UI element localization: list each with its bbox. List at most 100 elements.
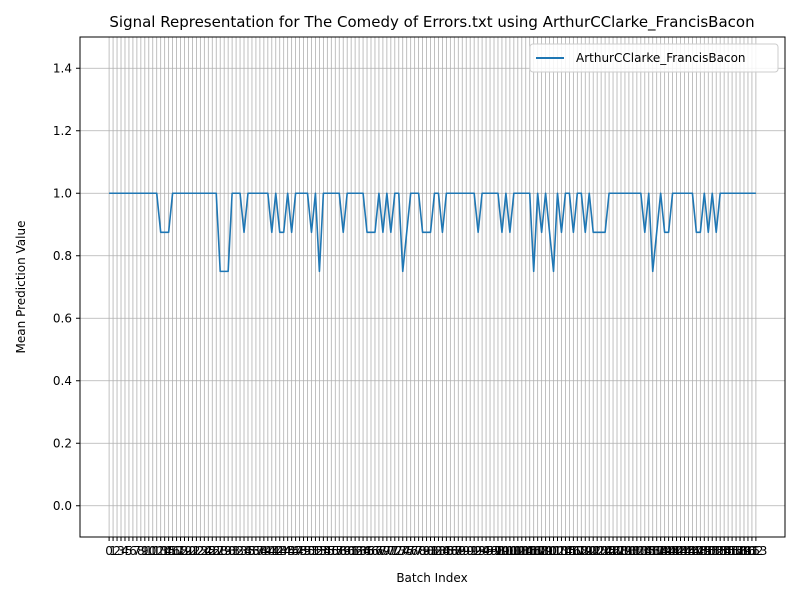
x-tick-label: 40 [260, 544, 275, 558]
x-tick-label: 15 [161, 544, 176, 558]
x-tick-label: 100 [494, 544, 517, 558]
x-tick-label: 14 [157, 544, 172, 558]
x-tick-label: 1 [109, 544, 117, 558]
x-tick-label: 93 [470, 544, 485, 558]
x-tick-label: 21 [185, 544, 200, 558]
y-tick-label: 0.2 [53, 436, 72, 450]
x-tick-label: 129 [610, 544, 633, 558]
x-tick-label: 147 [681, 544, 704, 558]
x-tick-label: 25 [201, 544, 216, 558]
x-tick-label: 4 [121, 544, 129, 558]
x-tick-label: 6 [129, 544, 137, 558]
x-axis-label: Batch Index [396, 571, 467, 585]
x-tick-label: 163 [744, 544, 767, 558]
x-tick-label: 61 [344, 544, 359, 558]
x-tick-label: 54 [316, 544, 331, 558]
x-tick-label: 52 [308, 544, 323, 558]
x-tick-label: 120 [574, 544, 597, 558]
x-tick-label: 88 [451, 544, 466, 558]
x-tick-label: 112 [542, 544, 565, 558]
x-tick-label: 125 [594, 544, 617, 558]
x-tick-label: 126 [598, 544, 621, 558]
chart-title: Signal Representation for The Comedy of … [109, 13, 754, 32]
x-tick-label: 82 [427, 544, 442, 558]
x-tick-label: 151 [697, 544, 720, 558]
x-tick-label: 160 [733, 544, 756, 558]
x-tick-label: 133 [625, 544, 648, 558]
x-tick-label: 161 [737, 544, 760, 558]
x-tick-label: 145 [673, 544, 696, 558]
x-tick-label: 65 [359, 544, 374, 558]
x-tick-label: 73 [391, 544, 406, 558]
x-tick-label: 119 [570, 544, 593, 558]
x-tick-label: 22 [189, 544, 204, 558]
x-tick-label: 153 [705, 544, 728, 558]
legend-box [529, 43, 779, 73]
y-tick-label: 1.0 [53, 186, 72, 200]
x-tick-label: 69 [375, 544, 390, 558]
x-tick-label: 156 [717, 544, 740, 558]
x-tick-label: 111 [538, 544, 561, 558]
x-tick-label: 155 [713, 544, 736, 558]
x-tick-label: 85 [439, 544, 454, 558]
x-tick-label: 41 [264, 544, 279, 558]
x-tick-label: 76 [403, 544, 418, 558]
y-tick-label: 0.8 [53, 249, 72, 263]
x-tick-label: 108 [526, 544, 549, 558]
x-tick-label: 64 [355, 544, 370, 558]
x-tick-label: 110 [534, 544, 557, 558]
x-tick-label: 124 [590, 544, 613, 558]
x-tick-label: 62 [347, 544, 362, 558]
x-tick-label: 118 [566, 544, 589, 558]
y-tick-label: 0.0 [53, 499, 72, 513]
series-layer [109, 192, 756, 273]
x-tick-label: 10 [141, 544, 156, 558]
x-tick-label: 116 [558, 544, 581, 558]
x-tick-label: 83 [431, 544, 446, 558]
x-tick-label: 144 [669, 544, 692, 558]
x-tick-label: 113 [546, 544, 569, 558]
x-tick-label: 34 [236, 544, 251, 558]
x-tick-label: 159 [729, 544, 752, 558]
x-tick-label: 63 [351, 544, 366, 558]
x-tick-label: 91 [463, 544, 478, 558]
x-tick-label: 86 [443, 544, 458, 558]
x-tick-label: 75 [399, 544, 414, 558]
x-tick-label: 59 [336, 544, 351, 558]
x-tick-label: 8 [137, 544, 145, 558]
x-tick-label: 32 [228, 544, 243, 558]
x-tick-label: 44 [276, 544, 291, 558]
x-tick-label: 55 [320, 544, 335, 558]
x-tick-label: 66 [363, 544, 378, 558]
legend-label: ArthurCClarke_FrancisBacon [576, 51, 746, 65]
x-tick-label: 109 [530, 544, 553, 558]
x-tick-label: 106 [518, 544, 541, 558]
x-tick-label: 30 [221, 544, 236, 558]
x-tick-label: 0 [105, 544, 113, 558]
x-tick-label: 26 [205, 544, 220, 558]
x-tick-label: 71 [383, 544, 398, 558]
y-tick-label: 0.4 [53, 374, 72, 388]
x-tick-label: 128 [606, 544, 629, 558]
x-tick-label: 80 [419, 544, 434, 558]
x-tick-label: 105 [514, 544, 537, 558]
x-tick-label: 11 [145, 544, 160, 558]
x-axis-ticks: 0123456789101112131415161718192021222324… [105, 537, 767, 558]
x-tick-label: 115 [554, 544, 577, 558]
x-tick-label: 42 [268, 544, 283, 558]
x-tick-label: 96 [482, 544, 497, 558]
x-tick-label: 39 [256, 544, 271, 558]
x-tick-label: 18 [173, 544, 188, 558]
x-tick-label: 130 [613, 544, 636, 558]
x-tick-label: 121 [578, 544, 601, 558]
x-tick-label: 137 [641, 544, 664, 558]
x-tick-label: 58 [332, 544, 347, 558]
x-tick-label: 102 [502, 544, 525, 558]
x-tick-label: 127 [602, 544, 625, 558]
x-tick-label: 13 [153, 544, 168, 558]
x-tick-label: 50 [300, 544, 315, 558]
x-tick-label: 158 [725, 544, 748, 558]
x-tick-label: 49 [296, 544, 311, 558]
x-tick-label: 29 [217, 544, 232, 558]
